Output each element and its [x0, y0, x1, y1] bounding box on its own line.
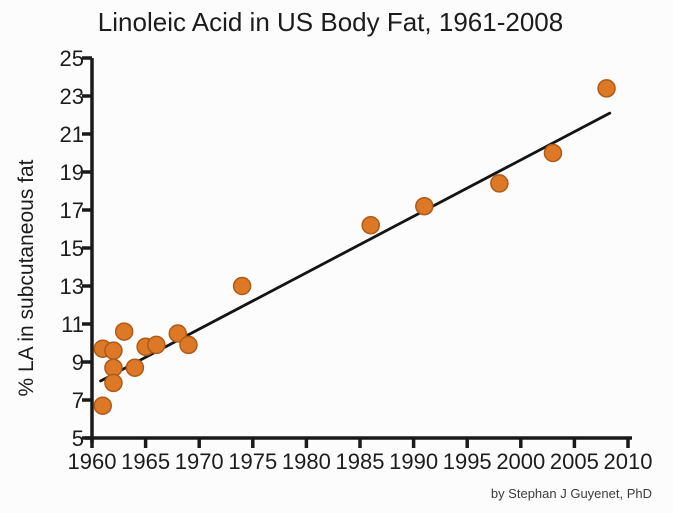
x-tick-label: 1985 [336, 449, 385, 474]
x-tick-label: 1965 [121, 449, 170, 474]
x-tick-label: 1995 [443, 449, 492, 474]
y-tick-label: 11 [61, 312, 84, 337]
chart-title: Linoleic Acid in US Body Fat, 1961-2008 [97, 7, 564, 37]
attribution-text: by Stephan J Guyenet, PhD [490, 486, 652, 501]
x-tick-label: 1990 [389, 449, 438, 474]
y-tick-label: 23 [60, 84, 84, 109]
y-tick-label: 25 [60, 46, 84, 71]
y-tick-label: 21 [60, 122, 84, 147]
x-tick-label: 1970 [175, 449, 224, 474]
x-tick-label: 1980 [282, 449, 331, 474]
y-tick-label: 5 [72, 426, 84, 451]
data-point [490, 174, 509, 193]
data-point [104, 373, 123, 393]
y-tick-label: 13 [60, 274, 84, 299]
y-tick-label: 15 [60, 236, 84, 261]
x-tick-label: 2010 [604, 449, 653, 474]
data-point [543, 143, 563, 163]
x-tick-label: 2005 [550, 449, 599, 474]
y-tick-label: 19 [60, 160, 84, 185]
data-point [168, 324, 188, 343]
data-point [597, 79, 616, 98]
y-tick-label: 9 [72, 350, 84, 375]
data-point [361, 215, 380, 235]
x-tick-label: 1975 [228, 449, 277, 474]
y-tick-label: 7 [72, 388, 84, 413]
data-point [147, 335, 166, 355]
x-tick-label: 2000 [496, 449, 545, 474]
y-tick-label: 17 [60, 198, 84, 223]
data-point [179, 335, 198, 355]
data-point [232, 276, 252, 296]
data-point [93, 396, 112, 415]
data-point [114, 322, 134, 341]
data-point [415, 196, 434, 216]
data-point [104, 341, 123, 360]
data-point [125, 358, 145, 377]
x-tick-label: 1960 [68, 449, 117, 474]
